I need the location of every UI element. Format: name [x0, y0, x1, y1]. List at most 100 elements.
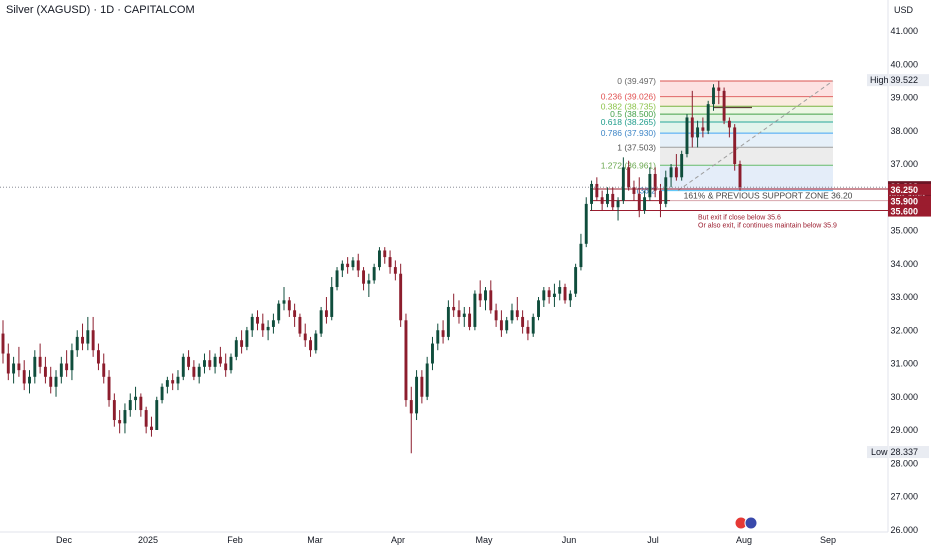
candle	[271, 313, 275, 334]
candle	[733, 124, 737, 171]
candle	[22, 360, 26, 391]
candle-body	[33, 356, 37, 377]
candle	[176, 370, 180, 391]
candle	[696, 120, 700, 148]
support-zone-label-bg	[670, 191, 890, 202]
fib-zone	[660, 114, 833, 122]
candle-body	[54, 376, 58, 387]
candle-body	[165, 380, 169, 387]
candle-body	[595, 183, 599, 198]
candle	[213, 353, 217, 374]
candle	[431, 336, 434, 371]
fib-level-label: 0.786 (37.930)	[601, 128, 656, 138]
candle-body	[733, 127, 737, 164]
candle-body	[17, 363, 21, 371]
candle	[319, 306, 323, 337]
candle-body	[632, 187, 636, 194]
candle	[91, 316, 95, 357]
candle-body	[118, 420, 122, 424]
candle	[505, 316, 509, 334]
candle-body	[346, 263, 350, 268]
candle-body	[637, 193, 641, 211]
candle-body	[499, 320, 503, 331]
candle	[574, 263, 578, 297]
y-tick-label: 41.000	[890, 26, 918, 36]
price-tag-value: 35.600	[890, 207, 918, 217]
candle	[722, 87, 726, 125]
candle	[478, 280, 482, 307]
candle	[605, 187, 609, 208]
candle	[224, 353, 228, 377]
high-value-bg	[889, 74, 929, 87]
candle	[234, 336, 238, 361]
candle-body	[208, 360, 212, 367]
candle-body	[611, 193, 615, 208]
fib-level-label: 0.5 (38.500)	[610, 109, 656, 119]
candle-body	[537, 300, 540, 317]
x-tick-label: Sep	[820, 535, 836, 545]
candle	[367, 273, 371, 297]
candle	[457, 300, 461, 324]
fib-trend-line	[677, 80, 834, 192]
candle-body	[446, 306, 450, 337]
candle-body	[266, 326, 270, 331]
candle-body	[441, 330, 445, 337]
candle	[266, 320, 270, 341]
candle-body	[605, 193, 609, 204]
candle-body	[1, 333, 5, 354]
low-value-bg	[889, 446, 929, 459]
candle	[404, 313, 408, 407]
candle	[356, 253, 360, 278]
candle-body	[298, 316, 302, 334]
candle-body	[59, 363, 63, 377]
y-tick-label: 31.000	[890, 359, 918, 369]
candle-body	[526, 326, 530, 334]
candle	[510, 303, 514, 324]
event-flags-icon	[734, 516, 758, 530]
candle-body	[303, 333, 307, 341]
candle-body	[574, 267, 578, 294]
candle-body	[356, 260, 360, 271]
candle-body	[462, 313, 466, 317]
candle	[595, 177, 599, 201]
candle-body	[690, 117, 694, 138]
candle	[383, 247, 387, 264]
candle-body	[648, 173, 652, 198]
candle-body	[81, 336, 84, 344]
candle-body	[542, 290, 546, 301]
candle	[669, 164, 673, 188]
candle-body	[367, 280, 371, 284]
candle	[499, 310, 503, 337]
candle	[648, 167, 652, 201]
candle-body	[431, 343, 434, 364]
candle	[388, 250, 392, 274]
candle-body	[128, 400, 132, 411]
candle-body	[70, 350, 74, 371]
low-value: 28.337	[890, 447, 918, 457]
candle	[277, 300, 281, 324]
candle-body	[309, 340, 312, 351]
candle-body	[240, 340, 244, 347]
candle	[579, 233, 583, 271]
fib-level-label: 0.618 (38.265)	[601, 117, 656, 127]
candle	[399, 263, 403, 327]
candle	[568, 290, 572, 307]
candle	[112, 393, 116, 427]
fib-zone	[660, 121, 833, 134]
candle-body	[680, 154, 684, 178]
candle-body	[250, 316, 254, 331]
candle	[293, 303, 297, 327]
candle-body	[22, 370, 26, 384]
candle-body	[372, 267, 376, 281]
price-tag-value: 36.250	[890, 185, 918, 195]
candle-body	[293, 310, 297, 317]
candle	[674, 154, 678, 181]
candle-body	[510, 310, 514, 321]
fib-level-label: 0 (39.497)	[617, 76, 656, 86]
candle-body	[590, 183, 593, 204]
candle-body	[388, 257, 392, 268]
y-tick-label: 34.000	[890, 259, 918, 269]
x-tick-label: Apr	[391, 535, 405, 545]
candle-body	[144, 410, 148, 427]
